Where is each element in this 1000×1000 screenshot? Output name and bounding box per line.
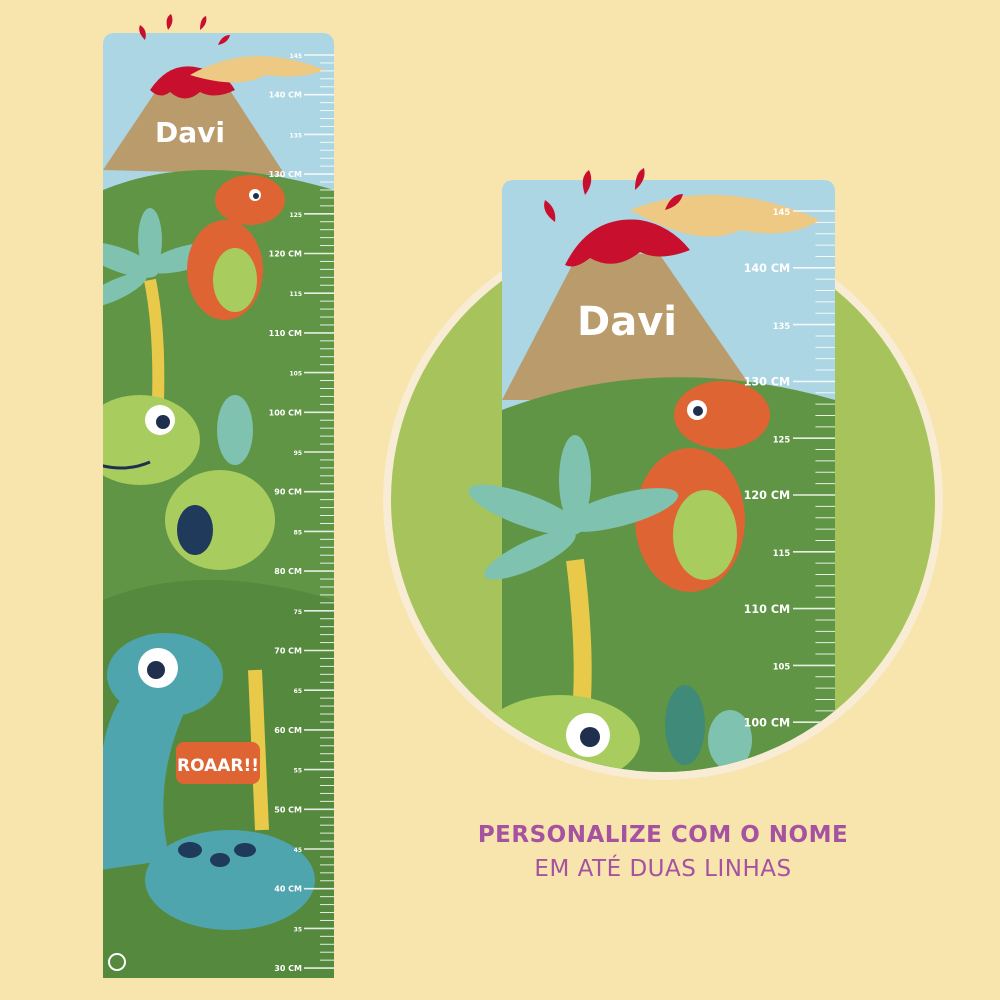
ruler-label: 120 CM <box>269 250 302 259</box>
ruler-label: 65 <box>294 688 302 695</box>
ruler-label: 80 CM <box>274 567 302 576</box>
caption-line-1: PERSONALIZE COM O NOME <box>477 822 849 848</box>
ruler-label: 90 CM <box>274 488 302 497</box>
ruler-label: 130 CM <box>744 376 791 389</box>
ruler-scale-detail: 100 CM 105 110 CM 115 120 CM 125 130 CM 135 140 … <box>744 207 835 729</box>
ruler-label: 145 <box>289 53 302 60</box>
detail-zoom-chart: Davi 100 CM 105 110 CM 115 120 CM 125 130 CM 13… <box>468 180 835 772</box>
ruler-label: 125 <box>773 434 791 444</box>
brand-logo-icon <box>108 953 126 971</box>
lava-drops-right <box>544 168 683 222</box>
ruler-label: 85 <box>294 529 302 536</box>
ruler-label: 75 <box>294 609 302 616</box>
ruler-label: 115 <box>773 548 791 558</box>
green-dinosaur <box>103 395 275 570</box>
ruler-label: 45 <box>294 847 302 854</box>
ruler-label: 125 <box>289 212 302 219</box>
ruler-label: 100 CM <box>269 408 302 417</box>
ruler-label: 60 CM <box>274 726 302 735</box>
child-name-detail: Davi <box>577 299 677 345</box>
cactus <box>217 395 253 465</box>
ruler-label: 50 CM <box>274 805 302 814</box>
speech-bubble-text: ROAAR!! <box>177 756 259 776</box>
ruler-label: 35 <box>294 926 302 933</box>
child-name: Davi <box>155 116 225 149</box>
ruler-label: 95 <box>294 450 302 457</box>
ruler-label: 140 CM <box>744 262 791 275</box>
ruler-label: 120 CM <box>744 489 791 502</box>
blue-dinosaur <box>103 633 315 930</box>
ruler-label: 135 <box>289 132 302 139</box>
ruler-label: 55 <box>294 768 302 775</box>
ruler-label: 140 CM <box>269 91 302 100</box>
speech-bubble: ROAAR!! <box>176 742 260 784</box>
ruler-label: 105 <box>773 662 791 672</box>
ruler-label: 110 CM <box>269 329 302 338</box>
ruler-label: 40 CM <box>274 885 302 894</box>
ruler-label: 130 CM <box>269 170 302 179</box>
pterodactyl <box>190 56 325 83</box>
full-growth-chart: ROAAR!! Davi 30 CM 35 40 CM 45 50 CM 55 60 CM 6… <box>103 33 334 978</box>
ruler-label: 30 CM <box>274 964 302 973</box>
ruler-label: 145 <box>773 207 791 217</box>
ruler-scale: 30 CM 35 40 CM 45 50 CM 55 60 CM 65 70 CM 75 80 CM… <box>269 53 334 973</box>
ruler-label: 100 CM <box>744 716 791 729</box>
orange-dinosaur <box>187 175 285 320</box>
volcano <box>103 70 285 175</box>
orange-dinosaur-detail <box>635 381 770 592</box>
ruler-label: 115 <box>289 291 302 298</box>
pterodactyl-detail <box>630 194 820 237</box>
ruler-label: 70 CM <box>274 647 302 656</box>
caption-line-2: EM ATÉ DUAS LINHAS <box>534 856 792 882</box>
lava-drops-left <box>139 14 230 45</box>
ruler-label: 135 <box>773 321 791 331</box>
ruler-label: 110 CM <box>744 603 791 616</box>
ruler-label: 105 <box>289 371 302 378</box>
